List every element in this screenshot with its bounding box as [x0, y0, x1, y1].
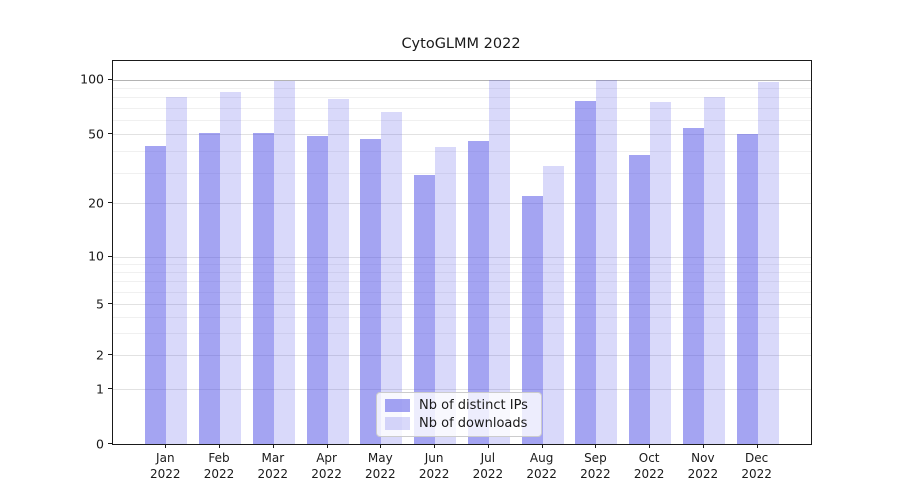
x-tick-label-nov: Nov 2022: [687, 451, 719, 481]
x-tick-aug: [541, 444, 543, 448]
y-tick-0: [108, 443, 112, 444]
x-tick-jun: [434, 444, 436, 448]
y-tick-label-50: 50: [88, 126, 104, 142]
x-tick-may: [380, 444, 382, 448]
minor-gridline-90: [113, 87, 811, 89]
y-tick-5: [108, 303, 112, 305]
bar-downloads-mar: [273, 81, 295, 444]
minor-gridline-6: [113, 291, 811, 293]
minor-gridline-40: [113, 151, 811, 153]
minor-gridline-9: [113, 263, 811, 265]
legend-label-downloads: Nb of downloads: [419, 416, 528, 431]
x-tick-label-oct: Oct 2022: [633, 451, 665, 481]
bar-distinct-ips-feb: [199, 132, 221, 444]
bar-distinct-ips-jan: [145, 145, 167, 444]
legend-swatch-distinct-ips: [385, 399, 410, 412]
y-tick-label-10: 10: [88, 248, 104, 264]
x-tick-sep: [595, 444, 597, 448]
bar-distinct-ips-sep: [575, 101, 597, 444]
y-tick-100: [108, 78, 112, 80]
x-tick-label-mar: Mar 2022: [257, 451, 289, 481]
minor-gridline-60: [113, 119, 811, 121]
bar-distinct-ips-oct: [629, 154, 651, 444]
y-tick-label-0: 0: [96, 436, 104, 451]
y-tick-label-2: 2: [96, 347, 104, 362]
legend-swatch-downloads: [385, 417, 410, 430]
major-gridline-20: [113, 203, 811, 205]
bar-downloads-aug: [542, 165, 564, 444]
bar-downloads-jul: [488, 79, 510, 444]
x-tick-oct: [649, 444, 651, 448]
bar-downloads-jun: [435, 147, 457, 444]
bar-downloads-oct: [650, 102, 672, 444]
bar-distinct-ips-dec: [736, 134, 758, 444]
y-tick-10: [108, 255, 112, 257]
minor-gridline-4: [113, 316, 811, 318]
y-tick-label-1: 1: [96, 381, 104, 397]
x-tick-apr: [326, 444, 328, 448]
minor-gridline-80: [113, 97, 811, 99]
y-tick-label-5: 5: [96, 296, 104, 312]
minor-gridline-70: [113, 107, 811, 109]
plot-area: [112, 60, 812, 445]
bar-distinct-ips-mar: [252, 132, 274, 444]
y-tick-label-20: 20: [88, 195, 104, 211]
x-tick-mar: [272, 444, 274, 448]
bar-downloads-jan: [166, 97, 188, 444]
x-tick-label-may: May 2022: [365, 451, 396, 481]
y-tick-1: [108, 388, 112, 390]
major-gridline-2: [113, 355, 811, 356]
bar-distinct-ips-apr: [306, 135, 328, 444]
legend-label-distinct-ips: Nb of distinct IPs: [419, 398, 528, 413]
legend: Nb of distinct IPs Nb of downloads: [376, 392, 542, 437]
x-tick-label-dec: Dec 2022: [741, 451, 772, 481]
bar-distinct-ips-nov: [682, 128, 704, 444]
x-tick-label-sep: Sep 2022: [580, 451, 611, 481]
major-gridline-50: [113, 134, 811, 136]
bar-distinct-ips-may: [360, 138, 382, 444]
chart-title: CytoGLMM 2022: [401, 36, 521, 52]
minor-gridline-7: [113, 281, 811, 283]
y-tick-20: [108, 202, 112, 204]
minor-gridline-8: [113, 271, 811, 273]
bar-downloads-feb: [220, 92, 242, 444]
major-gridline-10: [113, 256, 811, 258]
x-tick-label-aug: Aug 2022: [526, 451, 557, 481]
major-gridline-100: [113, 79, 811, 81]
legend-entry-distinct-ips: Nb of distinct IPs: [385, 398, 533, 413]
bar-distinct-ips-aug: [521, 196, 543, 444]
bar-downloads-dec: [757, 81, 779, 444]
y-tick-label-100: 100: [80, 71, 104, 87]
minor-gridline-30: [113, 172, 811, 174]
bar-distinct-ips-jun: [414, 175, 436, 444]
minor-gridline-3: [113, 332, 811, 334]
bar-downloads-may: [381, 112, 403, 444]
major-gridline-5: [113, 304, 811, 306]
x-tick-label-apr: Apr 2022: [311, 451, 342, 481]
bar-downloads-apr: [327, 99, 349, 444]
y-tick-50: [108, 133, 112, 135]
major-gridline-1: [113, 389, 811, 391]
y-tick-2: [108, 354, 112, 355]
x-tick-label-jul: Jul 2022: [472, 451, 504, 481]
legend-entry-downloads: Nb of downloads: [385, 416, 533, 431]
bar-downloads-sep: [596, 79, 618, 444]
x-tick-dec: [756, 444, 758, 448]
x-tick-feb: [219, 444, 221, 448]
x-tick-jan: [165, 444, 167, 448]
x-tick-label-jan: Jan 2022: [150, 451, 181, 481]
x-tick-nov: [702, 444, 704, 448]
x-tick-jul: [487, 444, 489, 448]
bar-distinct-ips-jul: [467, 140, 489, 444]
bar-downloads-nov: [703, 97, 725, 444]
x-tick-label-feb: Feb 2022: [203, 451, 235, 481]
x-tick-label-jun: Jun 2022: [418, 451, 450, 481]
